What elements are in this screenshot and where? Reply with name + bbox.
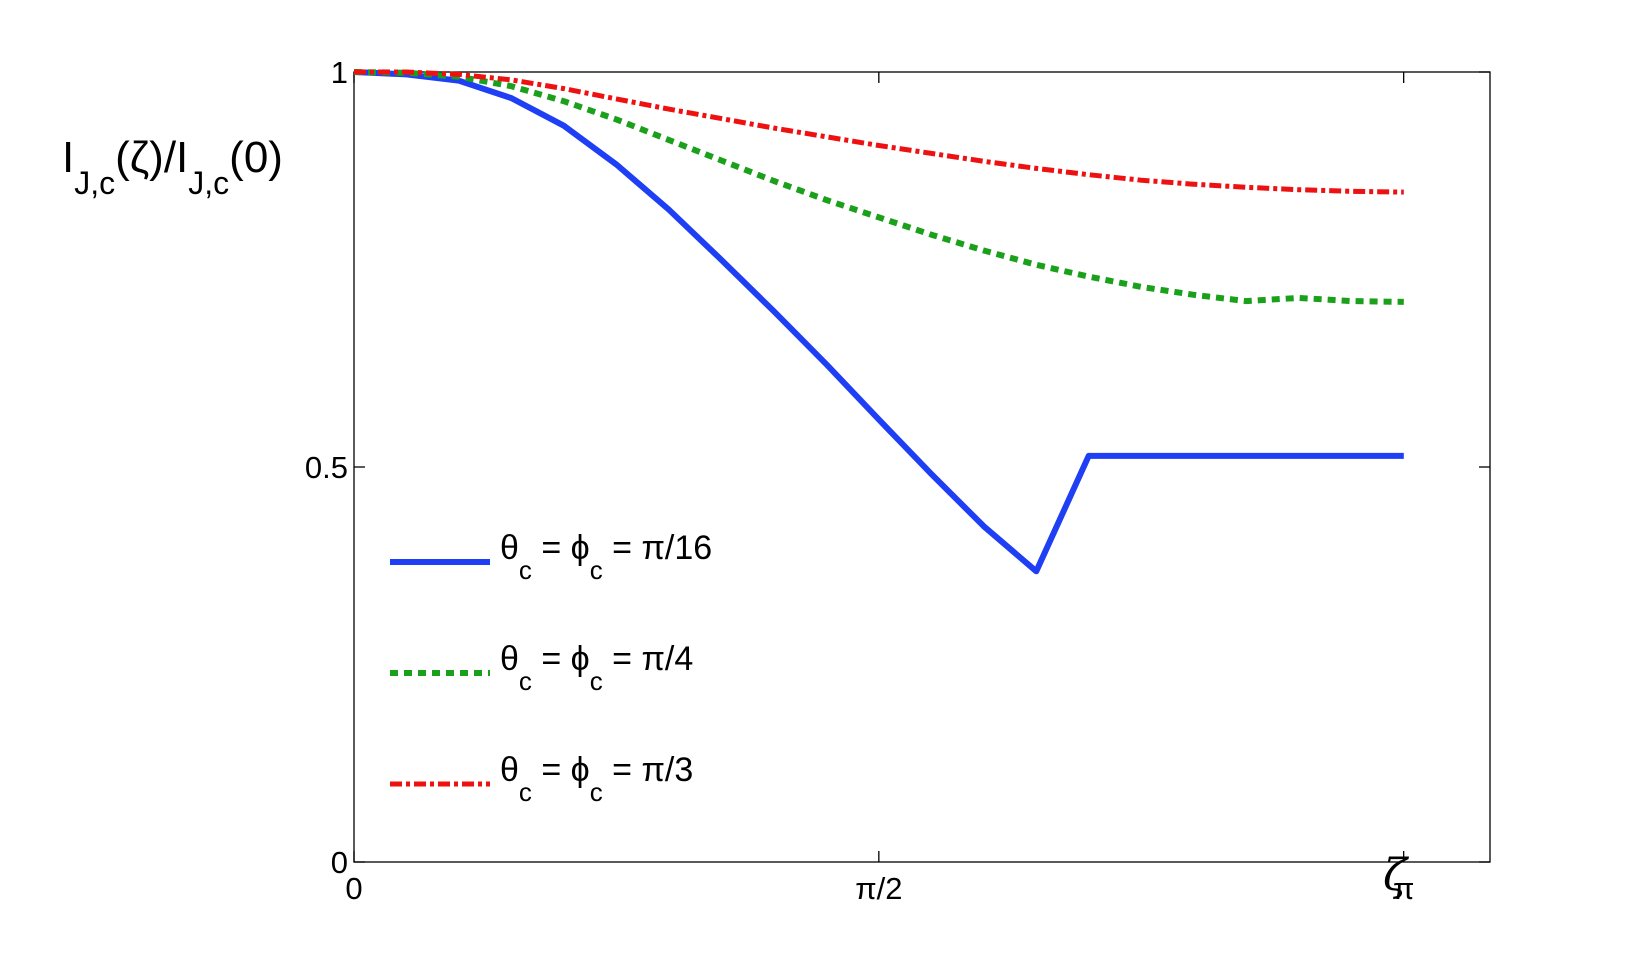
legend-text-part: c <box>590 555 603 585</box>
legend-text-part: θ <box>500 751 519 789</box>
legend-entry-1: θc = ϕc = π/16 <box>500 529 712 585</box>
x-axis-label: ζ <box>1383 850 1410 901</box>
legend-text-part: c <box>590 666 603 696</box>
legend-text-part: c <box>519 777 532 807</box>
y-axis-label: IJ,c(ζ)/IJ,c(0) <box>62 133 283 201</box>
y-tick-label: 0.5 <box>305 450 348 485</box>
legend-text-part: = π/4 <box>603 640 694 678</box>
legend-text-part: = π/16 <box>603 529 712 567</box>
y-label-sub: J,c <box>188 165 229 201</box>
series-line-2 <box>353 69 1404 305</box>
legend-text-part: = π/3 <box>603 751 694 789</box>
y-label-tail: (0) <box>229 133 283 182</box>
x-tick-label: π/2 <box>855 871 902 906</box>
data-lines <box>353 69 1404 575</box>
y-tick-label: 1 <box>331 55 348 90</box>
legend-text-part: c <box>590 777 603 807</box>
legend-text-part: θ <box>500 640 519 678</box>
legend-text-part: = ϕ <box>532 751 590 789</box>
legend-text-part: = ϕ <box>532 529 590 567</box>
legend-text-part: = ϕ <box>532 640 590 678</box>
legend-entry-3: θc = ϕc = π/3 <box>500 751 693 807</box>
y-label-sub: J,c <box>74 165 115 201</box>
legend-entry-2: θc = ϕc = π/4 <box>500 640 693 696</box>
y-label-main: I <box>62 133 74 182</box>
series-line-3 <box>354 69 1404 195</box>
x-tick-label: 0 <box>345 871 362 906</box>
series-line-1 <box>353 69 1404 575</box>
legend-text-part: c <box>519 666 532 696</box>
y-label-mid: (ζ)/I <box>115 133 188 182</box>
legend-text-part: c <box>519 555 532 585</box>
y-tick-label: 0 <box>331 845 348 880</box>
legend-text-part: θ <box>500 529 519 567</box>
x-tick-label: π <box>1393 871 1414 906</box>
ticks: 0 π/2 π 0 0.5 1 <box>305 55 1490 906</box>
